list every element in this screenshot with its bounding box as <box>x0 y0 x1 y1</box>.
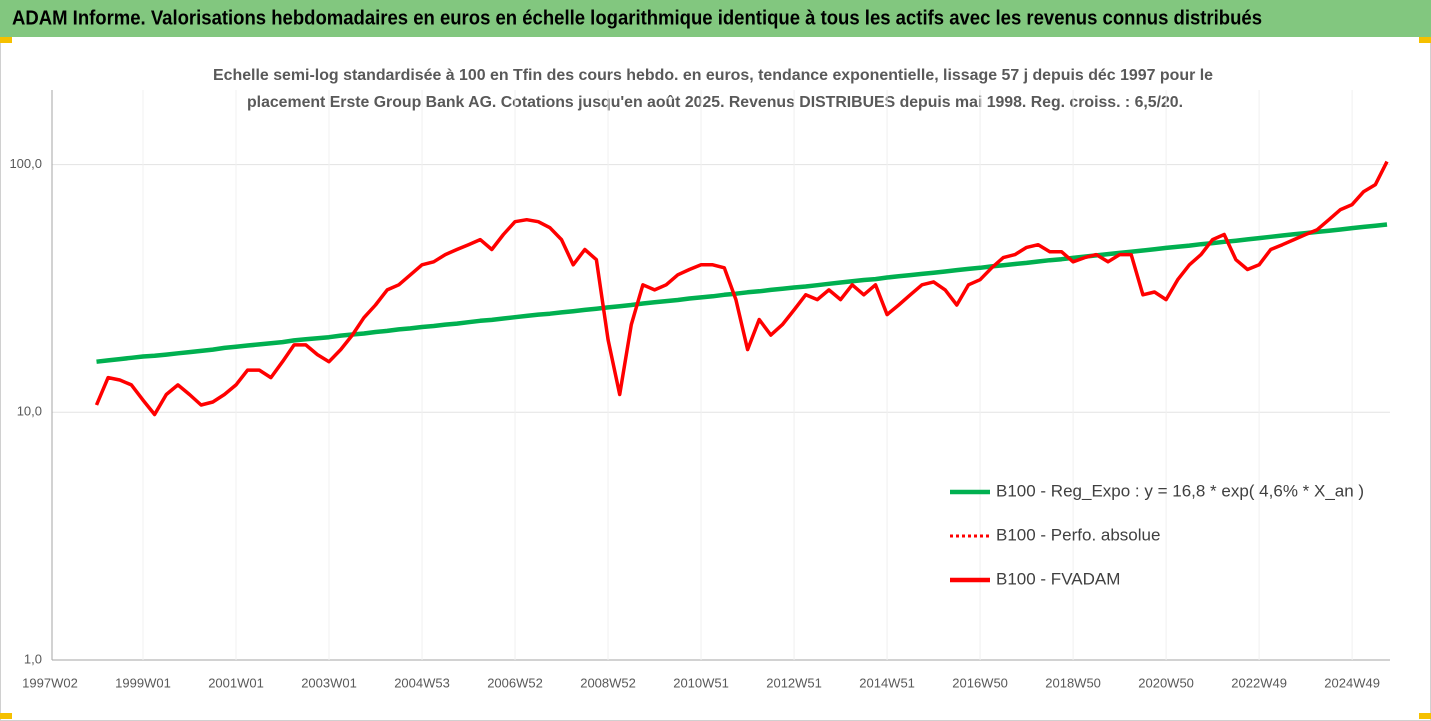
legend-label: B100 - FVADAM <box>996 569 1120 588</box>
x-tick-label: 2003W01 <box>301 675 357 690</box>
x-tick-label: 2010W51 <box>673 675 729 690</box>
x-tick-label: 2018W50 <box>1045 675 1101 690</box>
y-tick-label: 10,0 <box>17 404 42 419</box>
series-line <box>96 222 1388 364</box>
corner <box>0 37 12 43</box>
series-line <box>94 160 1389 417</box>
x-tick-label: 1999W01 <box>115 675 171 690</box>
chart-subtitle: placement Erste Group Bank AG. Cotations… <box>247 94 1183 111</box>
x-tick-label: 2001W01 <box>208 675 264 690</box>
corner <box>1419 713 1431 719</box>
x-tick-label: 2012W51 <box>766 675 822 690</box>
x-tick-label: 2020W50 <box>1138 675 1194 690</box>
legend-label: B100 - Reg_Expo : y = 16,8 * exp( 4,6% *… <box>996 481 1364 500</box>
legend-label: B100 - Perfo. absolue <box>996 525 1160 544</box>
corner <box>1419 37 1431 43</box>
y-tick-label: 1,0 <box>24 651 42 666</box>
x-tick-label: 2008W52 <box>580 675 636 690</box>
x-tick-label: 1997W02 <box>22 675 78 690</box>
x-tick-label: 2022W49 <box>1231 675 1287 690</box>
chart-title: ADAM Informe. Valorisations hebdomadaire… <box>12 7 1262 29</box>
header-bar <box>0 0 1431 37</box>
y-tick-label: 100,0 <box>9 156 42 171</box>
x-tick-label: 2024W49 <box>1324 675 1380 690</box>
corner <box>0 713 12 719</box>
x-tick-label: 2004W53 <box>394 675 450 690</box>
x-tick-label: 2016W50 <box>952 675 1008 690</box>
x-tick-label: 2014W51 <box>859 675 915 690</box>
x-tick-label: 2006W52 <box>487 675 543 690</box>
chart-subtitle: Echelle semi-log standardisée à 100 en T… <box>213 67 1213 84</box>
